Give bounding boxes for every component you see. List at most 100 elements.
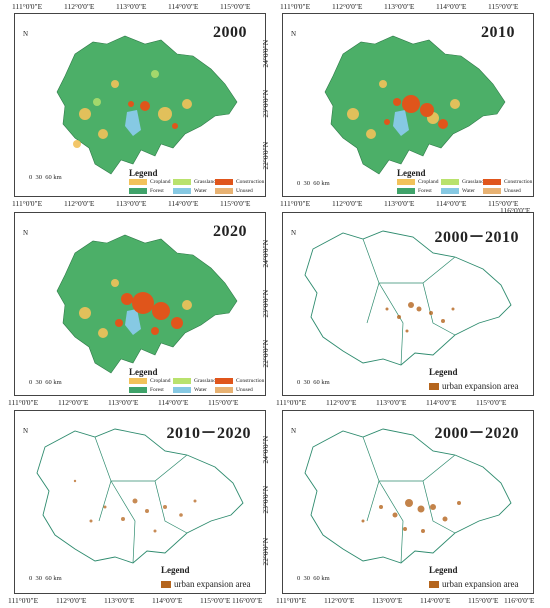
panel-title: 2020: [213, 223, 247, 240]
lon-label: 113°0'0"E: [116, 2, 147, 11]
lon-label: 111°0'0"E: [8, 398, 39, 407]
lon-label: 112°0'0"E: [64, 199, 95, 208]
lat-label: 23°0'0"N: [261, 485, 271, 514]
swatch: [429, 580, 439, 588]
map-panel-expansion-2000-2020: 2000－2020 N 0 30 60 km Legend urban expa…: [282, 410, 534, 594]
lon-label: 115°0'0"E: [476, 398, 507, 407]
swatch: [129, 179, 147, 185]
swatch: [441, 188, 459, 194]
panel-title: 2010－2020: [166, 425, 251, 442]
lon-label: 116°0'0"E: [504, 596, 535, 605]
scale-bar: 0 30 60 km: [297, 379, 330, 386]
legend-item-forest: Forest: [129, 387, 164, 393]
lon-label: 112°0'0"E: [58, 398, 89, 407]
legend-item-forest: Forest: [397, 188, 432, 194]
legend-item-construction: Construction: [215, 378, 264, 384]
legend-item-unused: Unused: [215, 188, 253, 194]
swatch: [215, 188, 233, 194]
swatch: [397, 188, 415, 194]
legend-item-expansion: urban expansion area: [429, 381, 518, 391]
lon-label: 113°0'0"E: [108, 398, 139, 407]
lon-label: 114°0'0"E: [436, 2, 467, 11]
legend-item-cropland: Cropland: [129, 378, 170, 384]
swatch: [215, 378, 233, 384]
legend-item-water: Water: [173, 188, 207, 194]
lon-label: 112°0'0"E: [56, 596, 87, 605]
legend-item-construction: Construction: [483, 179, 532, 185]
north-arrow: N: [291, 427, 297, 435]
scale-bar: 0 30 60 km: [29, 379, 62, 386]
north-arrow: N: [291, 30, 297, 38]
swatch: [483, 188, 501, 194]
legend-title: Legend: [429, 367, 458, 377]
lon-label: 116°0'0"E: [500, 206, 531, 215]
legend-item-expansion: urban expansion area: [161, 579, 250, 589]
landuse-map-2020: [56, 234, 238, 374]
north-arrow: N: [23, 30, 29, 38]
legend-item-water: Water: [173, 387, 207, 393]
lat-label: 24°0'0"N: [0, 435, 3, 464]
lon-label: 112°0'0"E: [332, 199, 363, 208]
north-arrow: N: [291, 229, 297, 237]
map-panel-expansion-2000-2010: 2000－2010 N 0 30 60 km Legend urban expa…: [282, 212, 534, 396]
panel-title: 2010: [481, 24, 515, 41]
scale-bar: 0 30 60 km: [29, 575, 62, 582]
lat-label: 24°0'0"N: [261, 39, 271, 68]
lon-label: 111°0'0"E: [276, 596, 307, 605]
lon-label: 111°0'0"E: [276, 398, 307, 407]
scale-bar: 0 30 60 km: [297, 180, 330, 187]
swatch: [215, 179, 233, 185]
map-panel-2010: 2010 N 0 30 60 km Legend Cropland Grassl…: [282, 13, 534, 197]
lon-label: 112°0'0"E: [332, 2, 363, 11]
map-panel-2000: 2000 N 0 30 60 km Legend Cropland Grassl…: [14, 13, 266, 197]
legend-item-expansion: urban expansion area: [429, 579, 518, 589]
swatch: [129, 387, 147, 393]
lon-label: 111°0'0"E: [12, 199, 43, 208]
landuse-map-2000: [56, 35, 238, 175]
swatch: [173, 188, 191, 194]
swatch: [129, 188, 147, 194]
lat-label: 23°0'0"N: [0, 289, 3, 318]
swatch: [215, 387, 233, 393]
north-arrow: N: [23, 427, 29, 435]
swatch: [129, 378, 147, 384]
lon-label: 113°0'0"E: [104, 596, 135, 605]
lon-label: 113°0'0"E: [384, 2, 415, 11]
lon-label: 115°0'0"E: [220, 199, 251, 208]
lat-label: 23°0'0"N: [261, 89, 271, 118]
scale-bar: 0 30 60 km: [297, 575, 330, 582]
lat-label: 23°0'0"N: [0, 89, 3, 118]
lon-label: 116°0'0"E: [232, 596, 263, 605]
map-panel-expansion-2010-2020: 2010－2020 N 0 30 60 km Legend urban expa…: [14, 410, 266, 594]
lat-label: 22°0'0"N: [0, 339, 3, 368]
lat-label: 24°0'0"N: [0, 39, 3, 68]
lat-label: 22°0'0"N: [0, 141, 3, 170]
lat-label: 22°0'0"N: [261, 537, 271, 566]
lat-label: 22°0'0"N: [0, 537, 3, 566]
lon-label: 115°0'0"E: [488, 199, 519, 208]
lon-label: 113°0'0"E: [384, 199, 415, 208]
scale-bar: 0 30 60 km: [29, 174, 62, 181]
panel-title: 2000－2020: [434, 425, 519, 442]
lat-label: 24°0'0"N: [261, 239, 271, 268]
swatch: [397, 179, 415, 185]
legend-item-grassland: Grassland: [441, 179, 484, 185]
legend-title: Legend: [429, 565, 458, 575]
panel-title: 2000－2010: [434, 229, 519, 246]
lon-label: 115°0'0"E: [220, 2, 251, 11]
expansion-map-2000-2020: [304, 428, 512, 564]
lon-label: 111°0'0"E: [12, 2, 43, 11]
lon-label: 114°0'0"E: [436, 199, 467, 208]
lon-label: 112°0'0"E: [326, 398, 357, 407]
lon-label: 114°0'0"E: [152, 596, 183, 605]
swatch: [161, 580, 171, 588]
swatch: [173, 179, 191, 185]
legend-item-unused: Unused: [215, 387, 253, 393]
lat-label: 24°0'0"N: [261, 435, 271, 464]
lon-label: 113°0'0"E: [376, 398, 407, 407]
lon-label: 115°0'0"E: [208, 398, 239, 407]
legend-title: Legend: [161, 565, 190, 575]
legend-item-cropland: Cropland: [129, 179, 170, 185]
expansion-map-2000-2010: [304, 230, 512, 366]
lat-label: 23°0'0"N: [0, 485, 3, 514]
